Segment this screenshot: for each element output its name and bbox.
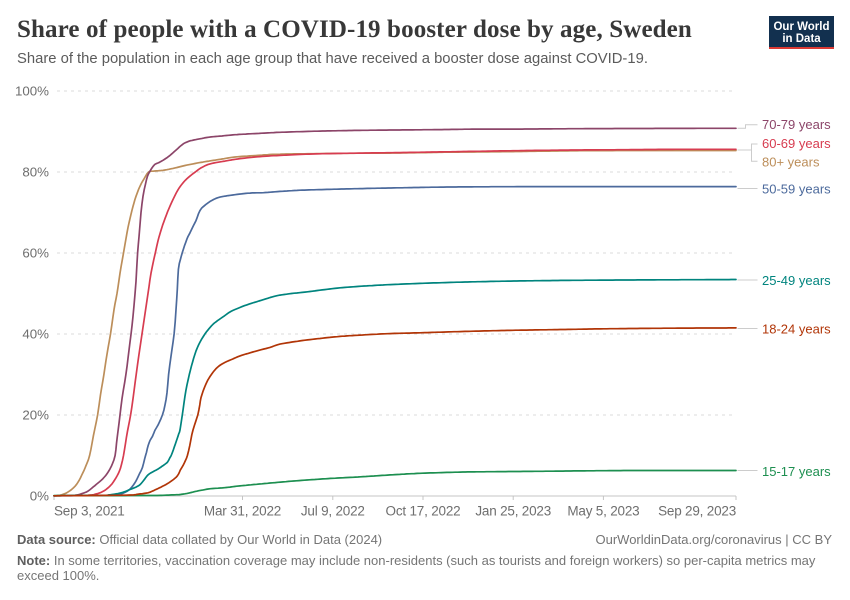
svg-text:60-69 years: 60-69 years — [762, 136, 831, 151]
svg-text:80%: 80% — [22, 164, 49, 179]
svg-text:15-17 years: 15-17 years — [762, 464, 831, 479]
svg-text:Jan 25, 2023: Jan 25, 2023 — [475, 503, 551, 518]
svg-text:Sep 29, 2023: Sep 29, 2023 — [658, 503, 736, 518]
svg-text:May 5, 2023: May 5, 2023 — [567, 503, 639, 518]
svg-text:0%: 0% — [30, 488, 49, 503]
svg-text:Sep 3, 2021: Sep 3, 2021 — [54, 503, 125, 518]
svg-text:20%: 20% — [22, 407, 49, 422]
svg-text:60%: 60% — [22, 245, 49, 260]
svg-text:40%: 40% — [22, 326, 49, 341]
svg-text:80+ years: 80+ years — [762, 155, 820, 170]
svg-text:100%: 100% — [15, 83, 49, 98]
svg-text:Mar 31, 2022: Mar 31, 2022 — [204, 503, 281, 518]
svg-text:70-79 years: 70-79 years — [762, 117, 831, 132]
svg-text:50-59 years: 50-59 years — [762, 182, 831, 197]
svg-text:Oct 17, 2022: Oct 17, 2022 — [386, 503, 461, 518]
svg-text:18-24 years: 18-24 years — [762, 322, 831, 337]
svg-text:25-49 years: 25-49 years — [762, 273, 831, 288]
svg-text:Jul 9, 2022: Jul 9, 2022 — [301, 503, 365, 518]
